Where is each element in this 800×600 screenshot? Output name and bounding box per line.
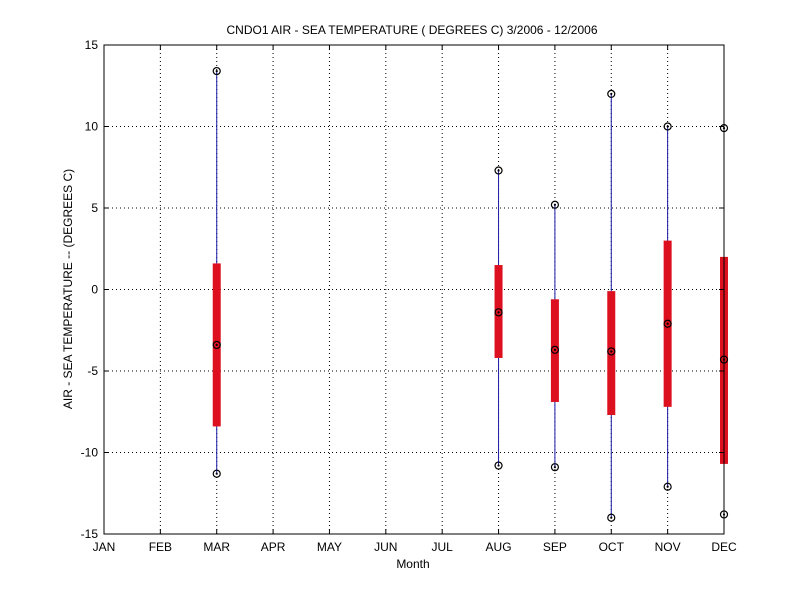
y-tick-label: 10 [85, 120, 99, 134]
x-tick-label: DEC [711, 540, 737, 554]
y-tick-label: -10 [81, 446, 99, 460]
min-marker [494, 461, 503, 470]
chart-title: CNDO1 AIR - SEA TEMPERATURE ( DEGREES C)… [226, 23, 597, 37]
min-marker-dot [497, 464, 500, 467]
median-marker-dot [215, 343, 218, 347]
median-marker [663, 319, 672, 328]
max-marker [494, 166, 503, 175]
max-marker [212, 66, 221, 76]
x-tick-label: NOV [655, 540, 681, 554]
min-marker [607, 513, 616, 522]
median-marker-dot [610, 350, 613, 353]
x-tick-label: OCT [599, 540, 625, 554]
max-marker [550, 200, 560, 209]
max-marker-dot [553, 203, 557, 206]
median-marker-dot [553, 348, 557, 351]
max-marker [607, 89, 616, 99]
min-marker [212, 469, 221, 478]
min-marker-dot [215, 472, 218, 475]
x-tick-label: JAN [93, 540, 116, 554]
min-marker [663, 482, 672, 491]
x-tick-label: APR [261, 540, 286, 554]
y-tick-label: -5 [87, 364, 98, 378]
y-tick-label: 0 [91, 283, 98, 297]
x-tick-label: JUL [432, 540, 454, 554]
median-marker [550, 345, 560, 354]
y-tick-label: -15 [81, 527, 99, 541]
max-marker-dot [666, 125, 669, 128]
max-marker-dot [215, 69, 218, 73]
x-tick-label: SEP [543, 540, 567, 554]
y-axis-label: AIR - SEA TEMPERATURE -- (DEGREES C) [61, 169, 75, 409]
y-tick-label: 5 [91, 201, 98, 215]
min-marker-dot [666, 485, 669, 488]
x-tick-label: AUG [486, 540, 512, 554]
iqr-box [607, 291, 616, 416]
y-tick-label: 15 [85, 38, 99, 52]
x-tick-label: JUN [374, 540, 397, 554]
median-marker-dot [666, 322, 669, 325]
min-marker-dot [610, 516, 613, 519]
median-marker [212, 340, 221, 350]
max-marker [663, 122, 672, 131]
median-marker-dot [497, 311, 500, 314]
x-axis-label: Month [396, 557, 429, 571]
x-tick-label: FEB [149, 540, 172, 554]
median-marker [607, 347, 616, 356]
min-marker-dot [553, 466, 557, 469]
max-marker-dot [610, 92, 613, 95]
x-tick-label: MAY [317, 540, 342, 554]
max-marker-dot [497, 169, 500, 172]
x-tick-label: MAR [203, 540, 230, 554]
min-marker [550, 463, 560, 472]
median-marker [494, 308, 503, 317]
